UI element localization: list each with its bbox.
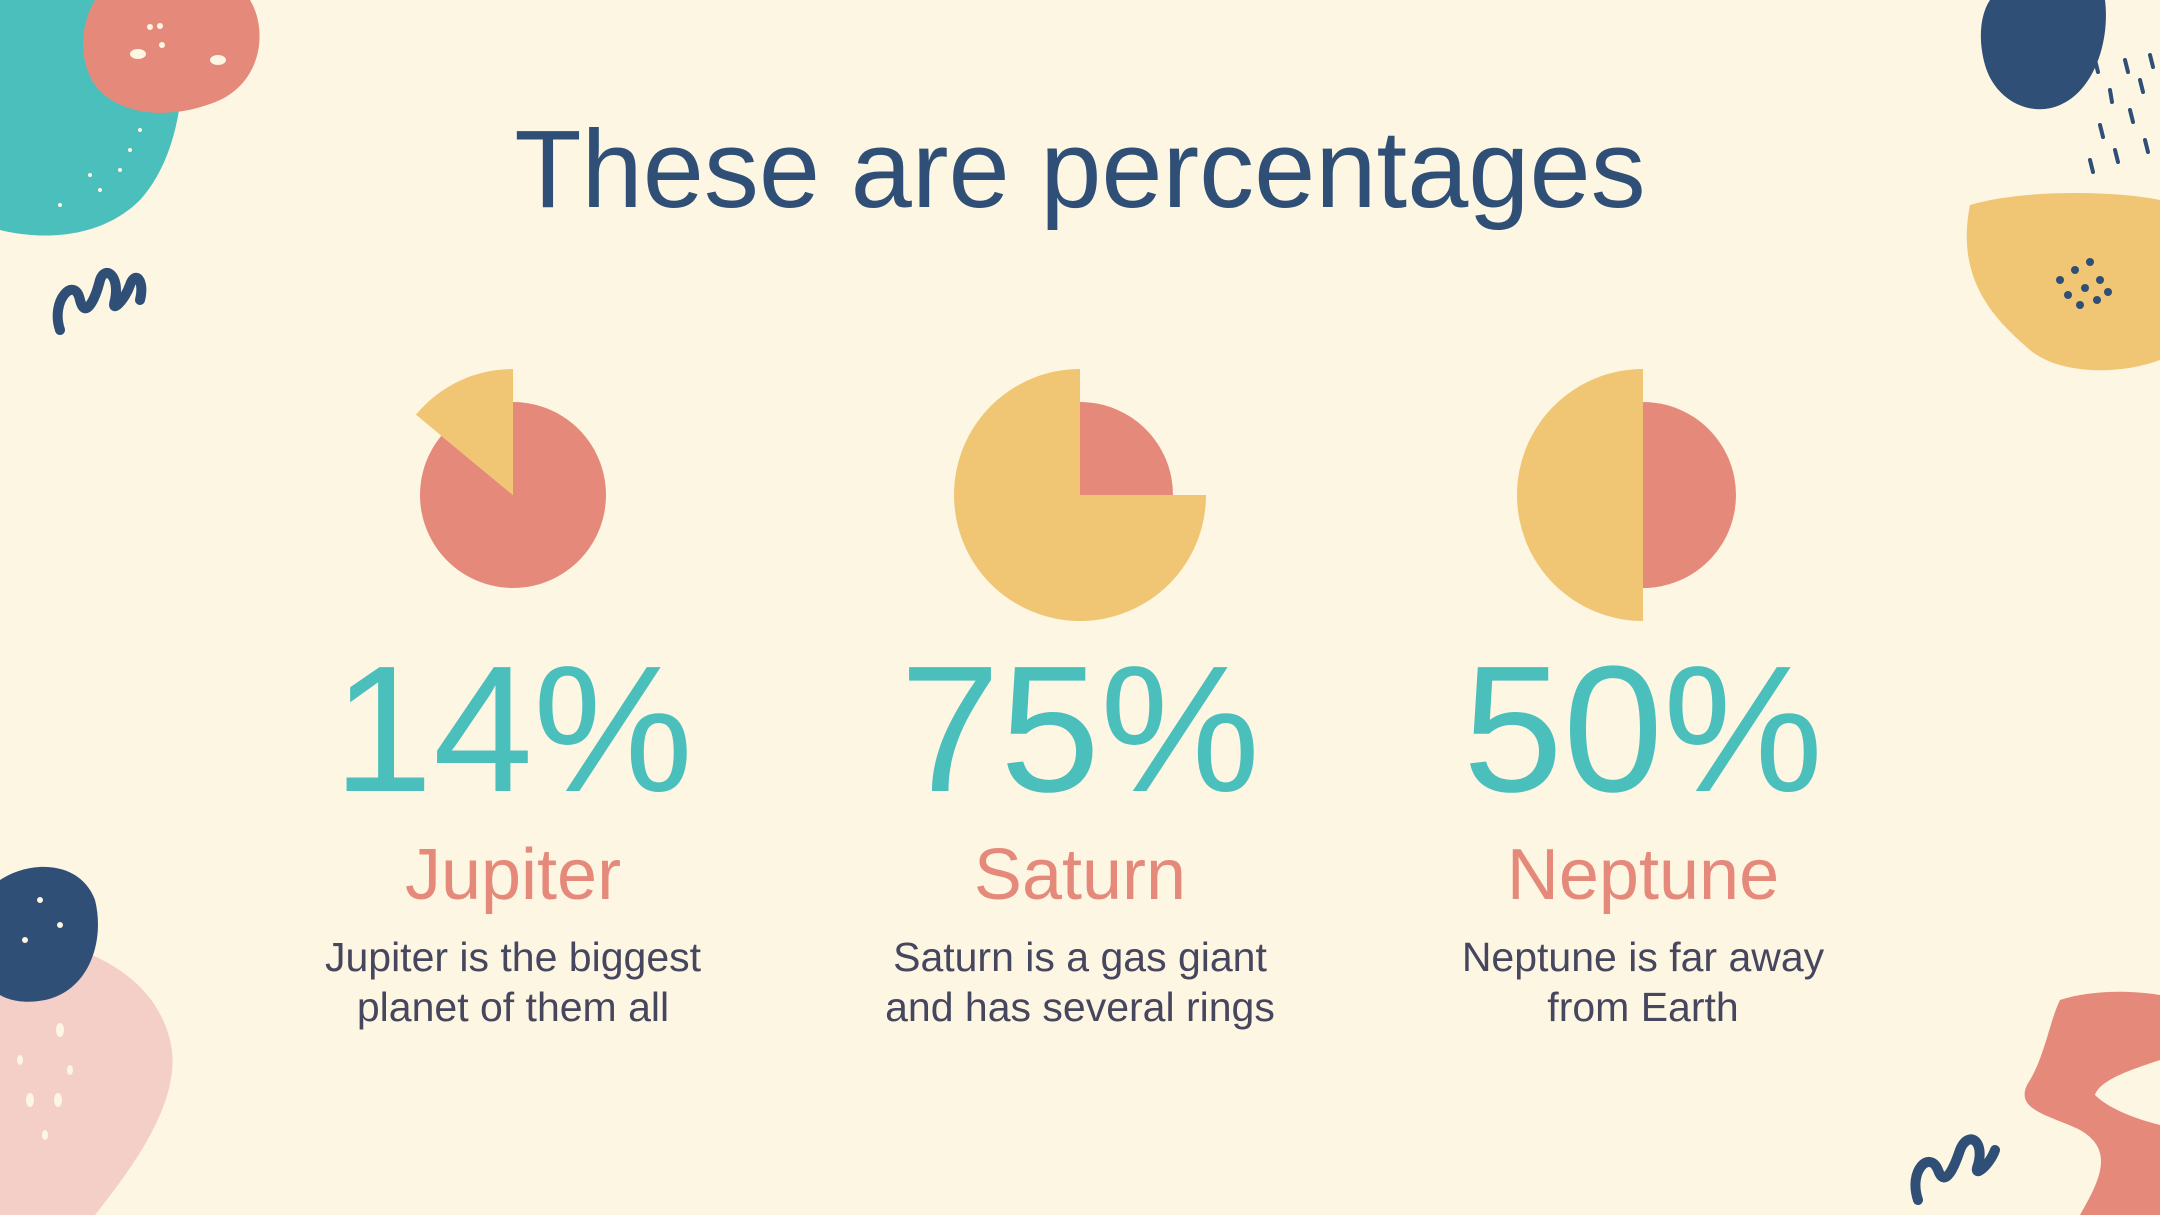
planet-description-neptune: Neptune is far away from Earth [1363, 932, 1923, 1032]
pie-slice-main [1080, 402, 1173, 495]
percent-value-neptune: 50% [1462, 629, 1824, 830]
navy-circle-decoration [0, 866, 98, 1002]
pie-chart-neptune [1517, 369, 1736, 621]
percent-value-jupiter: 14% [332, 629, 694, 830]
pie-slice-highlight [415, 369, 513, 495]
cream-speckles-decoration [58, 23, 226, 207]
pie-slice-highlight [954, 369, 1206, 621]
percent-value-saturn: 75% [899, 629, 1261, 830]
stat-column-saturn: 75% Saturn Saturn is a gas giant and has… [800, 0, 1360, 1215]
slide-title: These are percentages [514, 108, 1646, 231]
description-line: Jupiter is the biggest [324, 934, 702, 980]
coral-blob-decoration [82, 0, 260, 113]
navy-dots-decoration [2056, 258, 2112, 309]
white-speckles-decoration [17, 897, 73, 1140]
stat-column-jupiter: 14% Jupiter Jupiter is the biggest plane… [233, 0, 793, 1215]
pie-slice-highlight [1517, 369, 1643, 621]
planet-name-saturn: Saturn [973, 835, 1187, 915]
planet-description-saturn: Saturn is a gas giant and has several ri… [800, 932, 1360, 1032]
planet-name-jupiter: Jupiter [404, 835, 622, 915]
coral-zigzag-decoration [2024, 991, 2160, 1215]
pie-chart-jupiter [415, 369, 606, 588]
pie-chart-saturn [954, 369, 1206, 621]
description-line: and has several rings [885, 984, 1275, 1030]
description-line: Saturn is a gas giant [893, 934, 1267, 980]
description-line: from Earth [1547, 984, 1739, 1030]
planet-description-jupiter: Jupiter is the biggest planet of them al… [233, 932, 793, 1032]
description-line: planet of them all [356, 984, 670, 1030]
navy-dash-decoration [2088, 53, 2155, 174]
pie-slice-main [419, 402, 606, 588]
planet-name-neptune: Neptune [1506, 835, 1780, 915]
navy-blob-decoration [1980, 0, 2106, 110]
squiggle-decoration [1910, 1134, 2000, 1205]
description-line: Neptune is far away [1461, 934, 1825, 980]
stat-column-neptune: 50% Neptune Neptune is far away from Ear… [1363, 0, 1923, 1215]
pink-blob-decoration [0, 930, 173, 1215]
squiggle-decoration [52, 268, 147, 335]
pie-slice-main [1643, 402, 1736, 588]
